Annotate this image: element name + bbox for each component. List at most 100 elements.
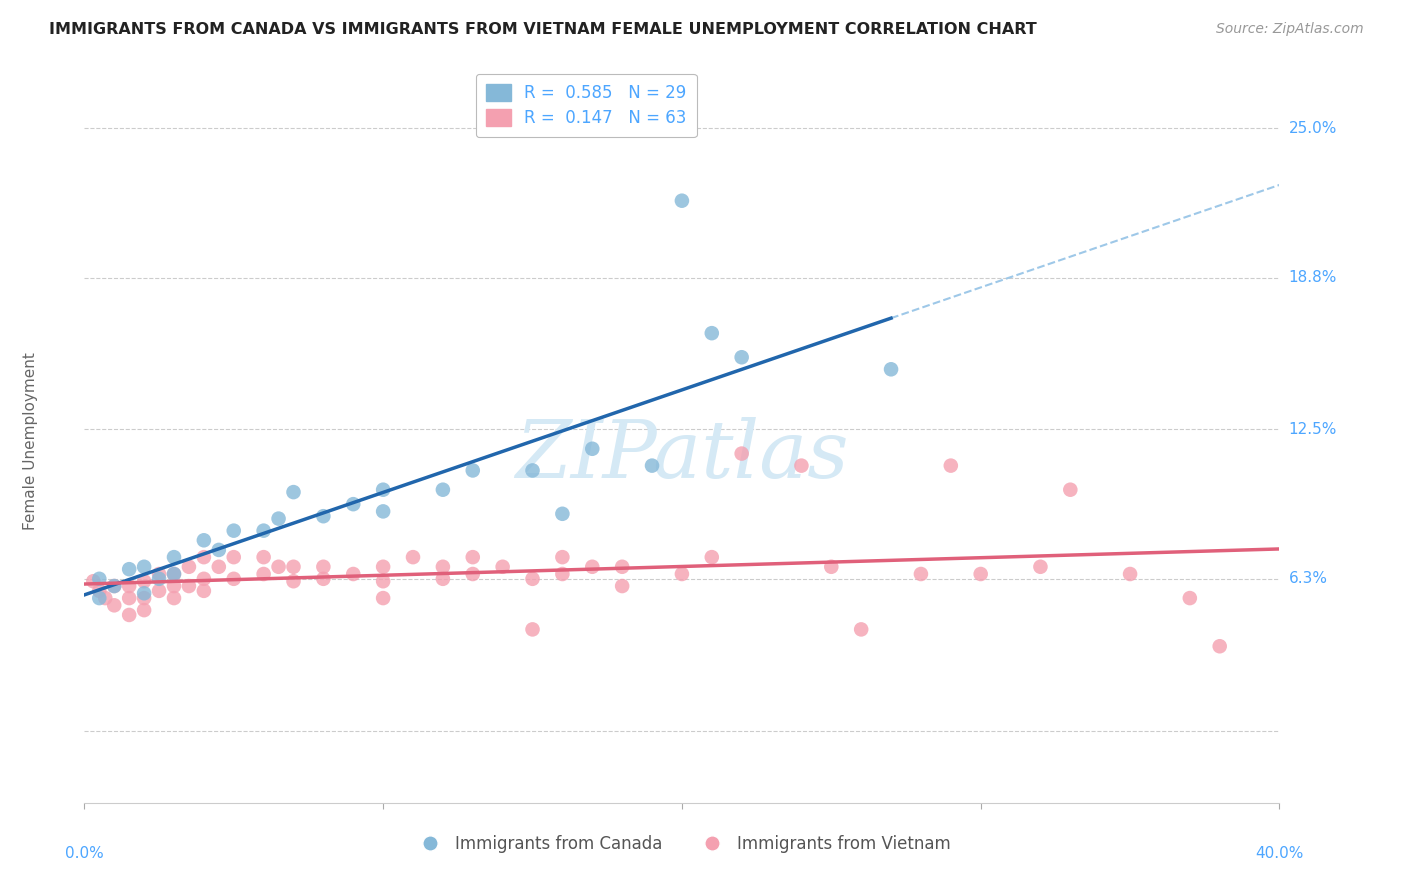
Point (312, 572, 335, 586)
Point (851, 623, 873, 637)
Point (163, 579, 186, 593)
Point (612, 579, 634, 593)
Text: 12.5%: 12.5% (1288, 422, 1337, 437)
Point (177, 579, 200, 593)
Point (132, 559, 156, 574)
Point (193, 572, 215, 586)
Point (208, 559, 231, 574)
Point (103, 599, 125, 613)
Point (1059, 483, 1081, 497)
Point (132, 586, 156, 600)
Point (267, 511, 290, 525)
Text: Source: ZipAtlas.com: Source: ZipAtlas.com (1216, 22, 1364, 37)
Point (118, 579, 141, 593)
Point (551, 550, 574, 565)
Point (132, 574, 156, 589)
Text: 25.0%: 25.0% (1288, 121, 1337, 136)
Point (163, 567, 186, 582)
Point (731, 446, 754, 460)
Point (880, 362, 903, 376)
Point (342, 497, 364, 511)
Text: 18.8%: 18.8% (1288, 270, 1337, 285)
Point (432, 483, 454, 497)
Point (1178, 591, 1201, 606)
Point (283, 559, 305, 574)
Point (222, 550, 245, 565)
Point (208, 542, 231, 557)
Point (581, 442, 603, 456)
Text: 6.3%: 6.3% (1288, 571, 1327, 586)
Point (193, 583, 215, 598)
Point (1209, 639, 1232, 653)
Point (89, 583, 111, 598)
Point (522, 572, 544, 586)
Point (283, 485, 305, 500)
Point (551, 507, 574, 521)
Point (402, 550, 425, 565)
Point (163, 567, 186, 582)
Point (700, 326, 723, 341)
Point (148, 572, 170, 586)
Point (461, 463, 484, 477)
Point (222, 524, 245, 538)
Point (342, 567, 364, 582)
Point (193, 533, 215, 548)
Point (118, 562, 141, 576)
Point (910, 567, 932, 582)
Point (641, 458, 664, 473)
Point (103, 579, 125, 593)
Point (731, 350, 754, 364)
Point (432, 559, 454, 574)
Point (253, 567, 276, 582)
Point (970, 567, 993, 582)
Point (163, 550, 186, 565)
Point (118, 591, 141, 606)
Point (283, 574, 305, 589)
Point (253, 550, 276, 565)
Point (373, 504, 395, 518)
Legend: Immigrants from Canada, Immigrants from Vietnam: Immigrants from Canada, Immigrants from … (406, 828, 957, 860)
Point (373, 574, 395, 589)
Point (94, 591, 117, 606)
Point (939, 458, 962, 473)
Point (581, 559, 603, 574)
Point (89, 591, 111, 606)
Point (312, 509, 335, 524)
Point (132, 603, 156, 617)
Point (148, 583, 170, 598)
Point (671, 194, 693, 208)
Point (373, 591, 395, 606)
Point (373, 559, 395, 574)
Point (551, 567, 574, 582)
Text: IMMIGRANTS FROM CANADA VS IMMIGRANTS FROM VIETNAM FEMALE UNEMPLOYMENT CORRELATIO: IMMIGRANTS FROM CANADA VS IMMIGRANTS FRO… (49, 22, 1038, 37)
Point (148, 567, 170, 582)
Point (312, 559, 335, 574)
Point (177, 559, 200, 574)
Point (373, 483, 395, 497)
Point (222, 572, 245, 586)
Point (671, 567, 693, 582)
Point (612, 559, 634, 574)
Text: Female Unemployment: Female Unemployment (22, 352, 38, 531)
Point (432, 572, 454, 586)
Point (1119, 567, 1142, 582)
Point (118, 607, 141, 622)
Point (103, 579, 125, 593)
Point (1029, 559, 1052, 574)
Point (790, 458, 813, 473)
Point (492, 559, 515, 574)
Point (522, 623, 544, 637)
Point (522, 463, 544, 477)
Point (163, 591, 186, 606)
Point (132, 591, 156, 606)
Point (253, 524, 276, 538)
Point (461, 567, 484, 582)
Point (700, 550, 723, 565)
Point (193, 550, 215, 565)
Point (82, 574, 104, 589)
Text: 40.0%: 40.0% (1256, 847, 1303, 861)
Point (267, 559, 290, 574)
Text: 0.0%: 0.0% (65, 847, 104, 861)
Point (461, 550, 484, 565)
Point (820, 559, 842, 574)
